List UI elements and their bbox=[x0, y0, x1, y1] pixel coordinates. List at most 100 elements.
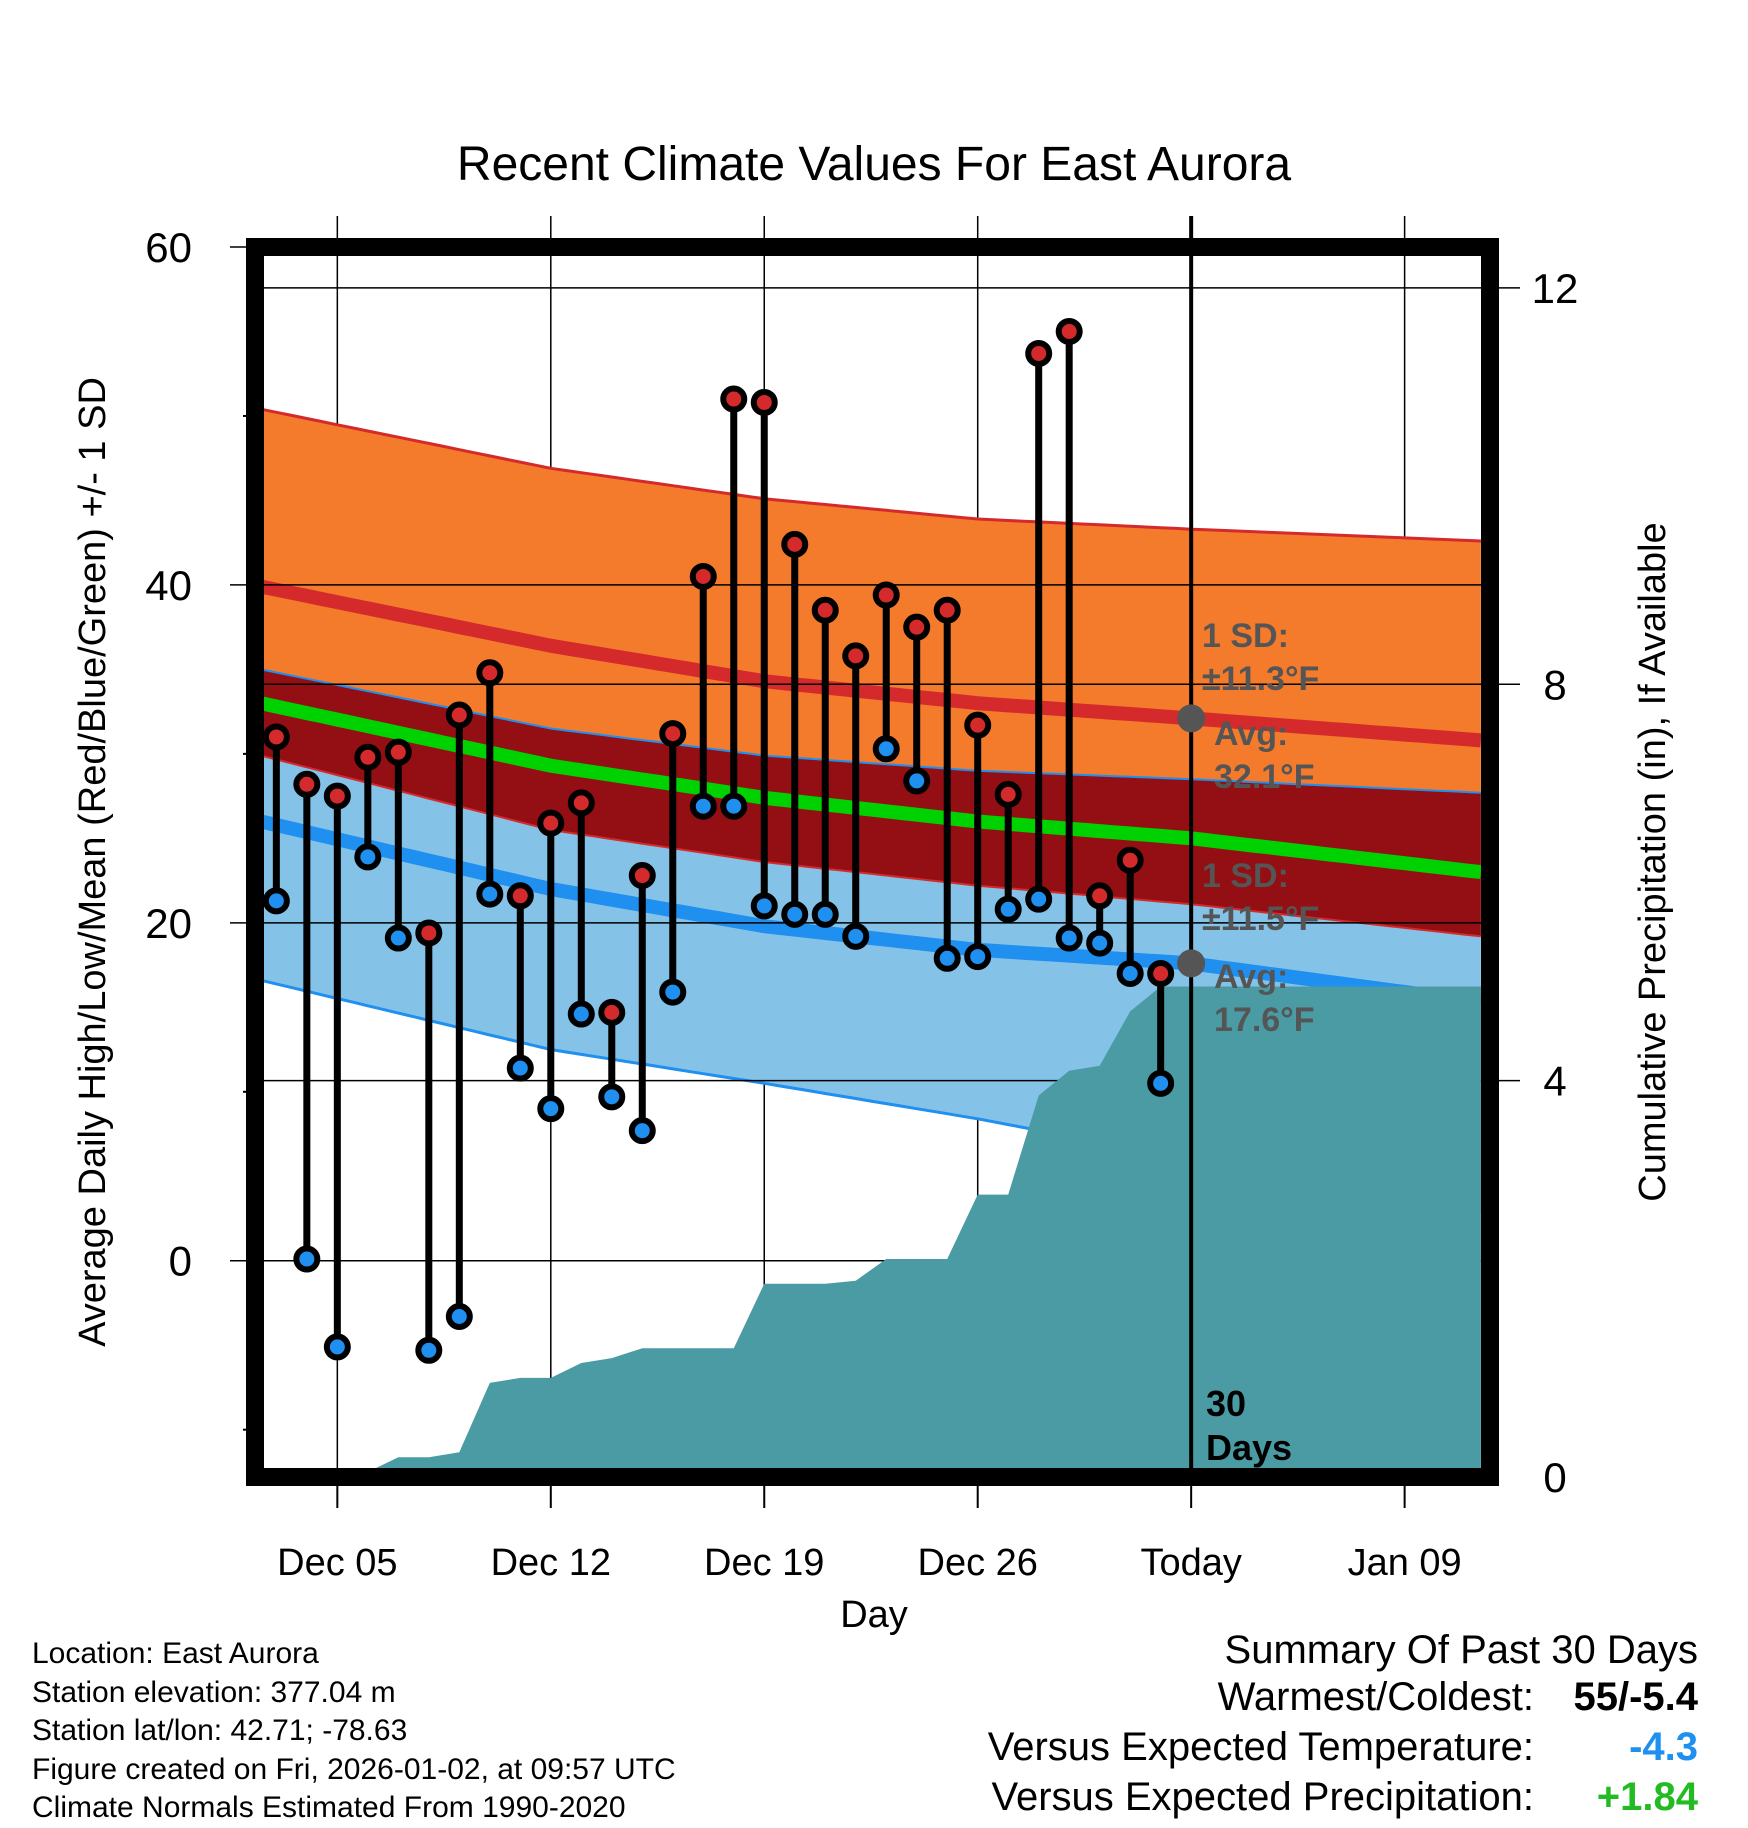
daily-high-dot bbox=[1147, 960, 1175, 988]
daily-high-dot bbox=[994, 780, 1022, 808]
daily-high-dot bbox=[689, 562, 717, 590]
precip-departure-label: Versus Expected Precipitation: bbox=[991, 1775, 1534, 1819]
daily-high-dot bbox=[384, 738, 412, 766]
summary-row-temp: Versus Expected Temperature: -4.3 bbox=[988, 1725, 1698, 1775]
mean-avg-line bbox=[259, 696, 1482, 880]
daily-low-dot bbox=[598, 1083, 626, 1111]
daily-low-dot bbox=[964, 943, 992, 971]
high-sd-value: ±11.3°F bbox=[1202, 660, 1319, 698]
high-sd-label: 1 SD: bbox=[1202, 617, 1289, 655]
daily-high-dot bbox=[354, 743, 382, 771]
temp-departure-value: -4.3 bbox=[1629, 1725, 1698, 1769]
daily-low-dot bbox=[354, 843, 382, 871]
daily-low-dot bbox=[323, 1333, 351, 1361]
summary-panel: Summary Of Past 30 Days Warmest/Coldest:… bbox=[988, 1625, 1698, 1825]
daily-high-dot bbox=[476, 659, 504, 687]
daily-high-dot bbox=[628, 862, 656, 890]
station-info: Location: East Aurora Station elevation:… bbox=[32, 1635, 676, 1828]
daily-high-dot bbox=[964, 711, 992, 739]
high-avg-line bbox=[259, 579, 1482, 748]
daily-low-dot bbox=[445, 1302, 473, 1330]
y2-tick-label: 4 bbox=[1543, 1058, 1566, 1105]
daily-high-dot bbox=[1086, 882, 1114, 910]
today-low-avg-dot bbox=[1177, 949, 1206, 978]
high-sd-band bbox=[261, 409, 1481, 793]
daily-high-dot bbox=[1055, 317, 1083, 345]
y-axis-label-left: Average Daily High/Low/Mean (Red/Blue/Gr… bbox=[72, 377, 114, 1347]
warmest-coldest-label: Warmest/Coldest: bbox=[1217, 1675, 1534, 1719]
daily-high-dot bbox=[903, 613, 931, 641]
axes: 0 20 40 60 0 4 8 12 Dec 05 Dec 12 Dec 19 Dec 26 Toda… bbox=[145, 224, 1578, 1584]
daily-low-dot bbox=[781, 900, 809, 928]
x-tick-label: Dec 05 bbox=[277, 1542, 397, 1584]
daily-high-dot bbox=[1025, 339, 1053, 367]
daily-high-dot bbox=[506, 882, 534, 910]
daily-high-dot bbox=[323, 782, 351, 810]
chart-title: Recent Climate Values For East Aurora bbox=[457, 138, 1291, 191]
precip-area bbox=[261, 986, 1481, 1477]
x-tick-label: Dec 26 bbox=[918, 1542, 1038, 1584]
low-sd-label: 1 SD: bbox=[1202, 857, 1289, 895]
daily-low-dot bbox=[537, 1095, 565, 1123]
today-high-avg-dot bbox=[1177, 704, 1206, 733]
high-avg-label: Avg: bbox=[1214, 715, 1288, 753]
daily-low-dot bbox=[872, 735, 900, 763]
daily-low-dot bbox=[262, 887, 290, 915]
x-tick-label: Today bbox=[1140, 1542, 1241, 1584]
daily-low-dot bbox=[659, 978, 687, 1006]
temp-departure-label: Versus Expected Temperature: bbox=[987, 1725, 1534, 1769]
daily-high-dot bbox=[293, 770, 321, 798]
daily-low-dot bbox=[1086, 929, 1114, 957]
daily-low-dot bbox=[689, 792, 717, 820]
daily-low-dot bbox=[842, 922, 870, 950]
daily-low-dot bbox=[811, 900, 839, 928]
warmest-coldest-value: 55/-5.4 bbox=[1573, 1675, 1698, 1719]
daily-high-dot bbox=[933, 596, 961, 624]
daily-high-dot bbox=[1116, 846, 1144, 874]
daily-high-dot bbox=[567, 789, 595, 817]
daily-low-dot bbox=[1025, 885, 1053, 913]
daily-low-dot bbox=[384, 924, 412, 952]
y-tick-label: 60 bbox=[145, 224, 192, 271]
daily-high-dot bbox=[598, 998, 626, 1026]
precip-departure-value: +1.84 bbox=[1596, 1775, 1698, 1819]
daily-low-dot bbox=[506, 1054, 534, 1082]
daily-low-dot bbox=[476, 880, 504, 908]
window-count: 30 bbox=[1206, 1383, 1246, 1424]
info-created: Figure created on Fri, 2026-01-02, at 09… bbox=[32, 1752, 676, 1786]
daily-high-dot bbox=[262, 723, 290, 751]
daily-low-dot bbox=[1055, 924, 1083, 952]
daily-high-dot bbox=[659, 720, 687, 748]
plot-frame bbox=[246, 238, 1499, 1486]
daily-high-dot bbox=[537, 809, 565, 837]
daily-low-dot bbox=[903, 767, 931, 795]
info-elevation: Station elevation: 377.04 m bbox=[32, 1675, 396, 1709]
daily-low-dot bbox=[720, 792, 748, 820]
low-sd-value: ±11.5°F bbox=[1202, 900, 1319, 938]
x-tick-label: Dec 19 bbox=[704, 1542, 824, 1584]
daily-high-dot bbox=[872, 581, 900, 609]
daily-low-dot bbox=[750, 892, 778, 920]
window-unit: Days bbox=[1206, 1427, 1292, 1468]
summary-title: Summary Of Past 30 Days bbox=[1224, 1628, 1698, 1672]
daily-low-dot bbox=[628, 1117, 656, 1145]
daily-high-dot bbox=[842, 642, 870, 670]
daily-low-dot bbox=[293, 1245, 321, 1273]
low-upper-line bbox=[260, 754, 1482, 938]
y-tick-label: 20 bbox=[145, 900, 192, 947]
low-avg-label: Avg: bbox=[1214, 958, 1288, 996]
daily-low-dot bbox=[1147, 1069, 1175, 1097]
today-marker-layer bbox=[1177, 216, 1206, 1477]
daily-low-dot bbox=[415, 1336, 443, 1364]
x-axis-label: Day bbox=[840, 1594, 908, 1636]
info-latlon: Station lat/lon: 42.71; -78.63 bbox=[32, 1714, 408, 1747]
daily-high-dot bbox=[445, 701, 473, 729]
summary-row-warmest: Warmest/Coldest: 55/-5.4 bbox=[988, 1675, 1698, 1725]
daily-high-dot bbox=[750, 388, 778, 416]
y-axis-label-right: Cumulative Precipitation (in), If Availa… bbox=[1632, 522, 1674, 1201]
normal-bands bbox=[259, 407, 1482, 1214]
x-tick-label: Jan 09 bbox=[1348, 1542, 1462, 1584]
daily-low-dot bbox=[567, 1000, 595, 1028]
annotations: 1 SD: ±11.3°F Avg: 32.1°F 1 SD: ±11.5°F … bbox=[1202, 617, 1319, 1468]
